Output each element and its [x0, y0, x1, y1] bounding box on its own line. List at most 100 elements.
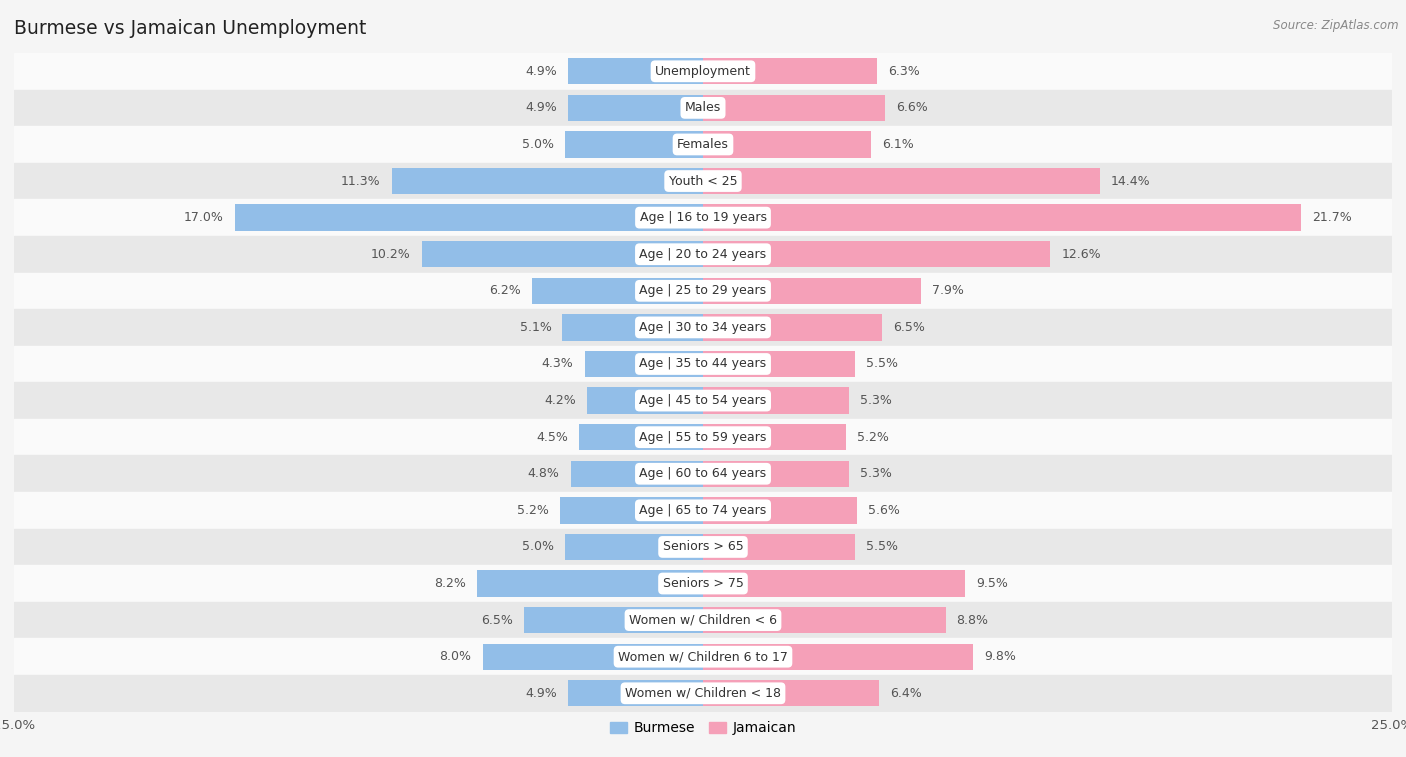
- Bar: [14, 53, 1392, 89]
- Legend: Burmese, Jamaican: Burmese, Jamaican: [605, 716, 801, 741]
- Text: Age | 25 to 29 years: Age | 25 to 29 years: [640, 285, 766, 298]
- Bar: [14, 89, 1392, 126]
- Text: Age | 45 to 54 years: Age | 45 to 54 years: [640, 394, 766, 407]
- Text: 4.9%: 4.9%: [526, 101, 557, 114]
- Bar: [560, 497, 703, 524]
- Bar: [703, 58, 876, 85]
- Bar: [703, 204, 1301, 231]
- Bar: [703, 680, 879, 706]
- Text: Age | 60 to 64 years: Age | 60 to 64 years: [640, 467, 766, 480]
- Bar: [565, 131, 703, 157]
- Text: 12.6%: 12.6%: [1062, 248, 1101, 260]
- Bar: [482, 643, 703, 670]
- Text: Seniors > 65: Seniors > 65: [662, 540, 744, 553]
- Bar: [703, 424, 846, 450]
- Text: Age | 65 to 74 years: Age | 65 to 74 years: [640, 504, 766, 517]
- Bar: [703, 350, 855, 377]
- Text: Women w/ Children 6 to 17: Women w/ Children 6 to 17: [619, 650, 787, 663]
- Bar: [14, 419, 1392, 456]
- Text: 4.3%: 4.3%: [541, 357, 574, 370]
- Bar: [14, 126, 1392, 163]
- Text: 21.7%: 21.7%: [1312, 211, 1351, 224]
- Text: Age | 55 to 59 years: Age | 55 to 59 years: [640, 431, 766, 444]
- Text: Unemployment: Unemployment: [655, 65, 751, 78]
- Text: Source: ZipAtlas.com: Source: ZipAtlas.com: [1274, 19, 1399, 32]
- Bar: [422, 241, 703, 267]
- Text: 8.0%: 8.0%: [440, 650, 471, 663]
- Text: 6.6%: 6.6%: [896, 101, 928, 114]
- Bar: [14, 528, 1392, 565]
- Bar: [235, 204, 703, 231]
- Bar: [703, 314, 882, 341]
- Bar: [585, 350, 703, 377]
- Bar: [477, 570, 703, 597]
- Text: 9.8%: 9.8%: [984, 650, 1017, 663]
- Text: 5.1%: 5.1%: [520, 321, 551, 334]
- Text: 5.0%: 5.0%: [522, 540, 554, 553]
- Text: 7.9%: 7.9%: [932, 285, 963, 298]
- Bar: [703, 241, 1050, 267]
- Text: 6.5%: 6.5%: [893, 321, 925, 334]
- Text: Women w/ Children < 6: Women w/ Children < 6: [628, 614, 778, 627]
- Text: Age | 35 to 44 years: Age | 35 to 44 years: [640, 357, 766, 370]
- Text: 5.0%: 5.0%: [522, 138, 554, 151]
- Bar: [703, 95, 884, 121]
- Text: 9.5%: 9.5%: [976, 577, 1008, 590]
- Text: 6.3%: 6.3%: [887, 65, 920, 78]
- Bar: [703, 278, 921, 304]
- Text: 8.8%: 8.8%: [956, 614, 988, 627]
- Bar: [14, 602, 1392, 638]
- Bar: [571, 460, 703, 487]
- Bar: [703, 131, 872, 157]
- Text: 5.2%: 5.2%: [517, 504, 548, 517]
- Bar: [524, 607, 703, 634]
- Bar: [703, 168, 1099, 195]
- Text: 4.2%: 4.2%: [544, 394, 576, 407]
- Bar: [703, 460, 849, 487]
- Bar: [14, 565, 1392, 602]
- Text: Age | 16 to 19 years: Age | 16 to 19 years: [640, 211, 766, 224]
- Text: Burmese vs Jamaican Unemployment: Burmese vs Jamaican Unemployment: [14, 19, 367, 38]
- Bar: [568, 58, 703, 85]
- Text: 14.4%: 14.4%: [1111, 175, 1150, 188]
- Bar: [14, 382, 1392, 419]
- Bar: [14, 638, 1392, 675]
- Bar: [14, 492, 1392, 528]
- Bar: [588, 388, 703, 414]
- Bar: [703, 607, 945, 634]
- Text: 4.9%: 4.9%: [526, 65, 557, 78]
- Bar: [703, 570, 965, 597]
- Bar: [703, 388, 849, 414]
- Bar: [565, 534, 703, 560]
- Text: 5.5%: 5.5%: [866, 357, 897, 370]
- Text: 6.2%: 6.2%: [489, 285, 522, 298]
- Text: 17.0%: 17.0%: [184, 211, 224, 224]
- Bar: [14, 273, 1392, 309]
- Bar: [14, 346, 1392, 382]
- Text: 5.6%: 5.6%: [869, 504, 900, 517]
- Text: Youth < 25: Youth < 25: [669, 175, 737, 188]
- Bar: [703, 534, 855, 560]
- Bar: [14, 456, 1392, 492]
- Text: 5.5%: 5.5%: [866, 540, 897, 553]
- Text: 6.4%: 6.4%: [890, 687, 922, 699]
- Bar: [579, 424, 703, 450]
- Bar: [14, 163, 1392, 199]
- Text: Females: Females: [678, 138, 728, 151]
- Bar: [14, 309, 1392, 346]
- Bar: [14, 199, 1392, 236]
- Text: 11.3%: 11.3%: [340, 175, 381, 188]
- Text: 5.2%: 5.2%: [858, 431, 889, 444]
- Bar: [531, 278, 703, 304]
- Text: 10.2%: 10.2%: [371, 248, 411, 260]
- Bar: [703, 497, 858, 524]
- Text: Males: Males: [685, 101, 721, 114]
- Text: Women w/ Children < 18: Women w/ Children < 18: [626, 687, 780, 699]
- Text: 5.3%: 5.3%: [860, 467, 891, 480]
- Bar: [392, 168, 703, 195]
- Bar: [14, 236, 1392, 273]
- Bar: [568, 95, 703, 121]
- Text: Age | 30 to 34 years: Age | 30 to 34 years: [640, 321, 766, 334]
- Text: 6.1%: 6.1%: [882, 138, 914, 151]
- Bar: [14, 675, 1392, 712]
